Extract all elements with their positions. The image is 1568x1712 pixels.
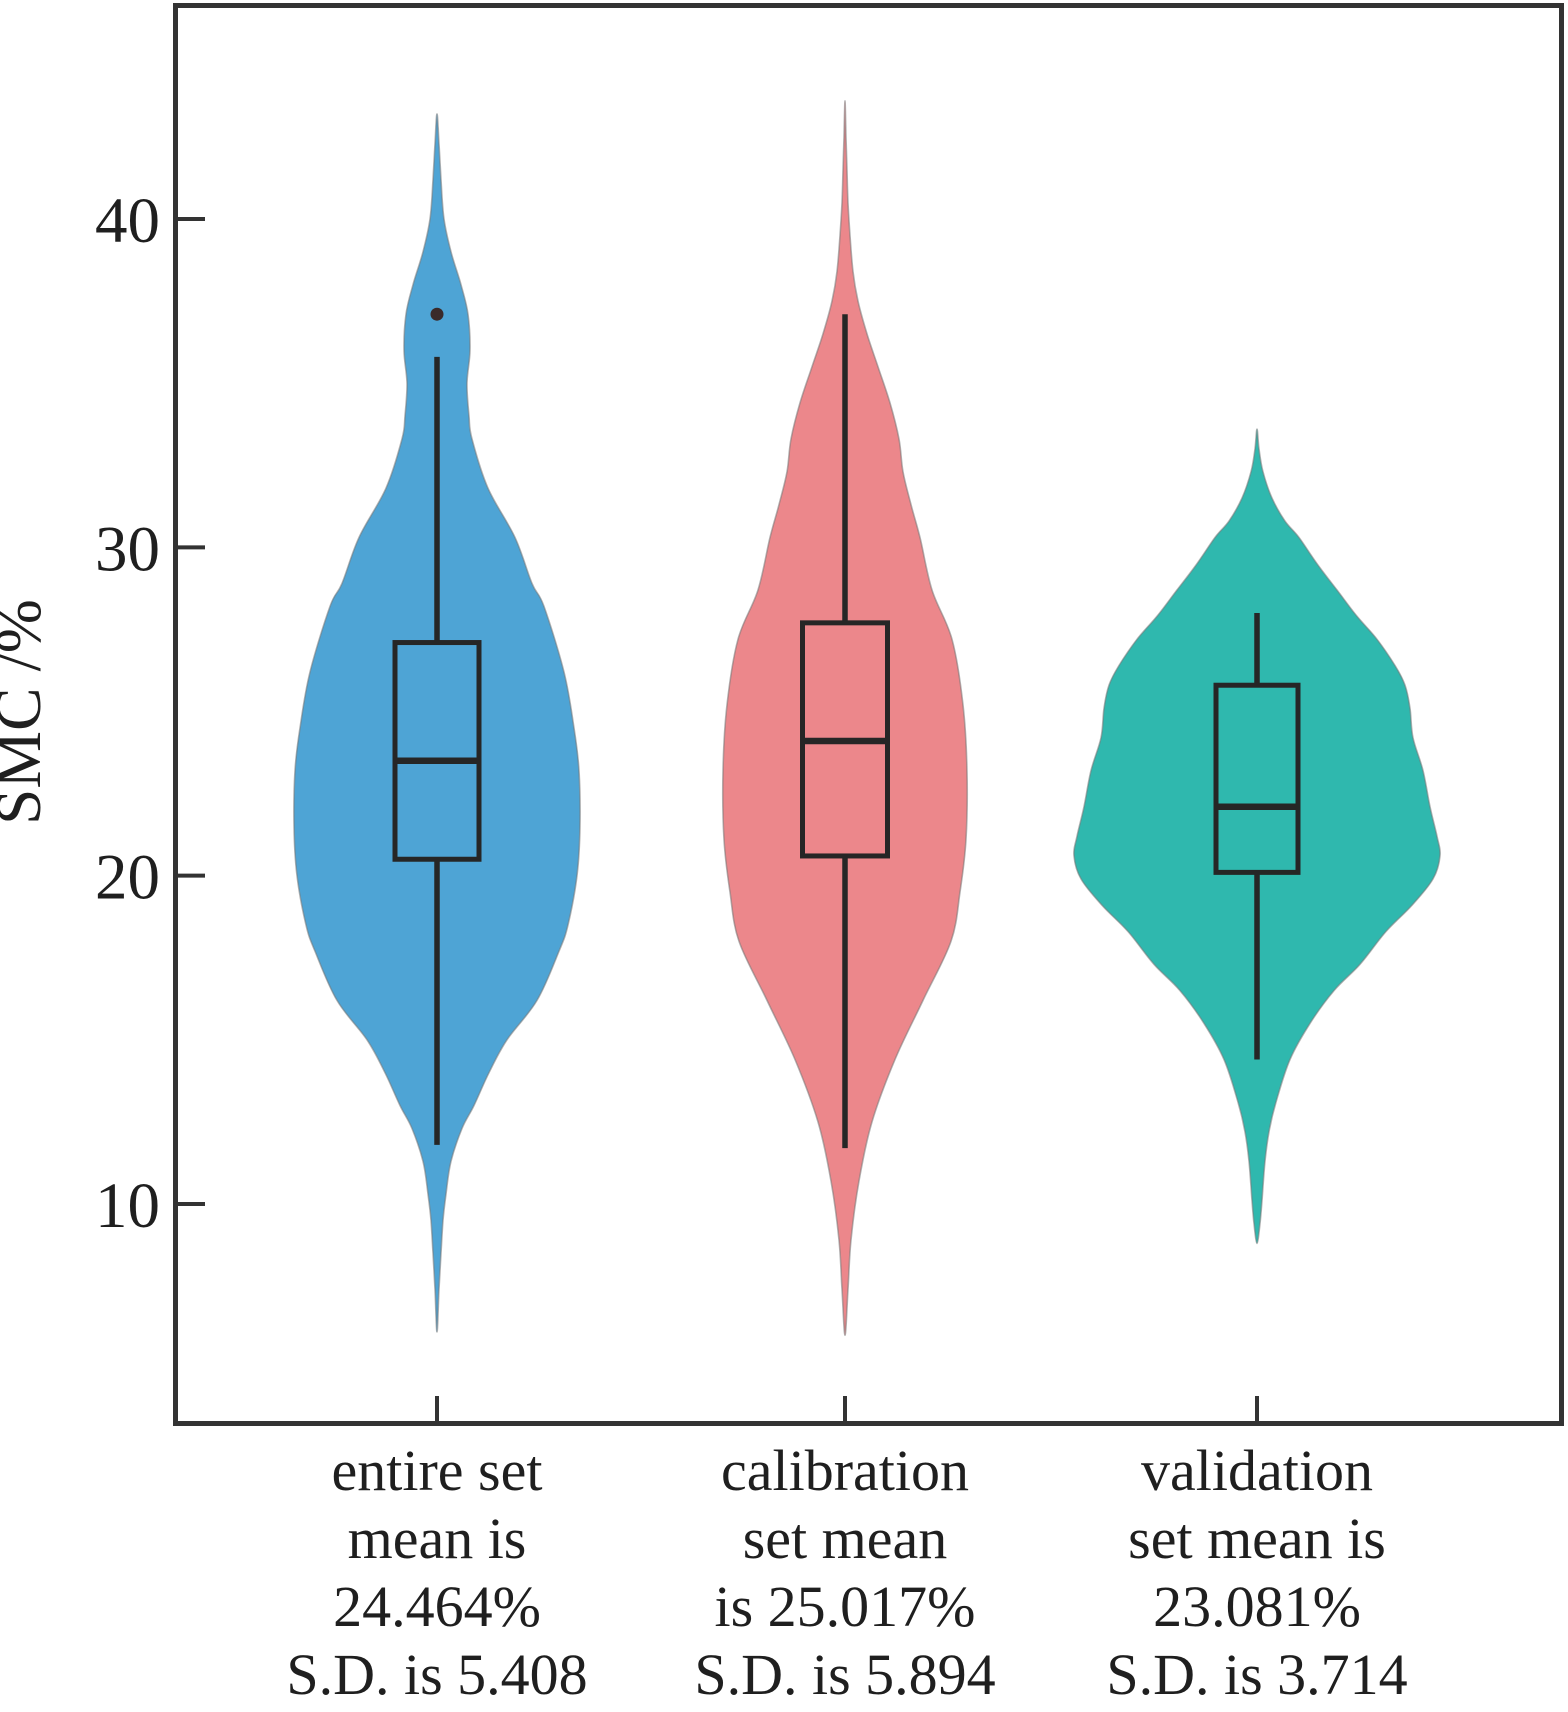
violin-group-entire-set <box>293 113 581 1333</box>
violins-layer <box>293 100 1441 1337</box>
box-validation-set <box>1213 682 1301 875</box>
violin-group-calibration-set <box>721 100 969 1337</box>
ticks-layer: 40 30 20 10 <box>95 185 1259 1424</box>
y-tick-label-10: 10 <box>95 1170 160 1242</box>
x-axis-label-validation-set: validation set mean is 23.081% S.D. is 3.71… <box>1106 1438 1407 1707</box>
x-axis-labels-layer: entire set mean is 24.464% S.D. is 5.408 cal… <box>286 1438 1407 1707</box>
y-axis-label: SMC /% <box>0 599 55 825</box>
box-entire-set <box>392 640 482 862</box>
x-axis-label-calibration-set: calibration set mean is 25.017% S.D. is 5.8… <box>694 1438 995 1707</box>
x-axis-label-entire-set: entire set mean is 24.464% S.D. is 5.408 <box>286 1438 587 1707</box>
outlier-point-entire-set <box>430 307 444 321</box>
y-tick-label-40: 40 <box>95 185 160 257</box>
plot-border <box>173 3 1564 1426</box>
violin-group-validation-set <box>1073 428 1441 1245</box>
y-tick-label-20: 20 <box>95 842 160 914</box>
y-tick-label-30: 30 <box>95 513 160 585</box>
